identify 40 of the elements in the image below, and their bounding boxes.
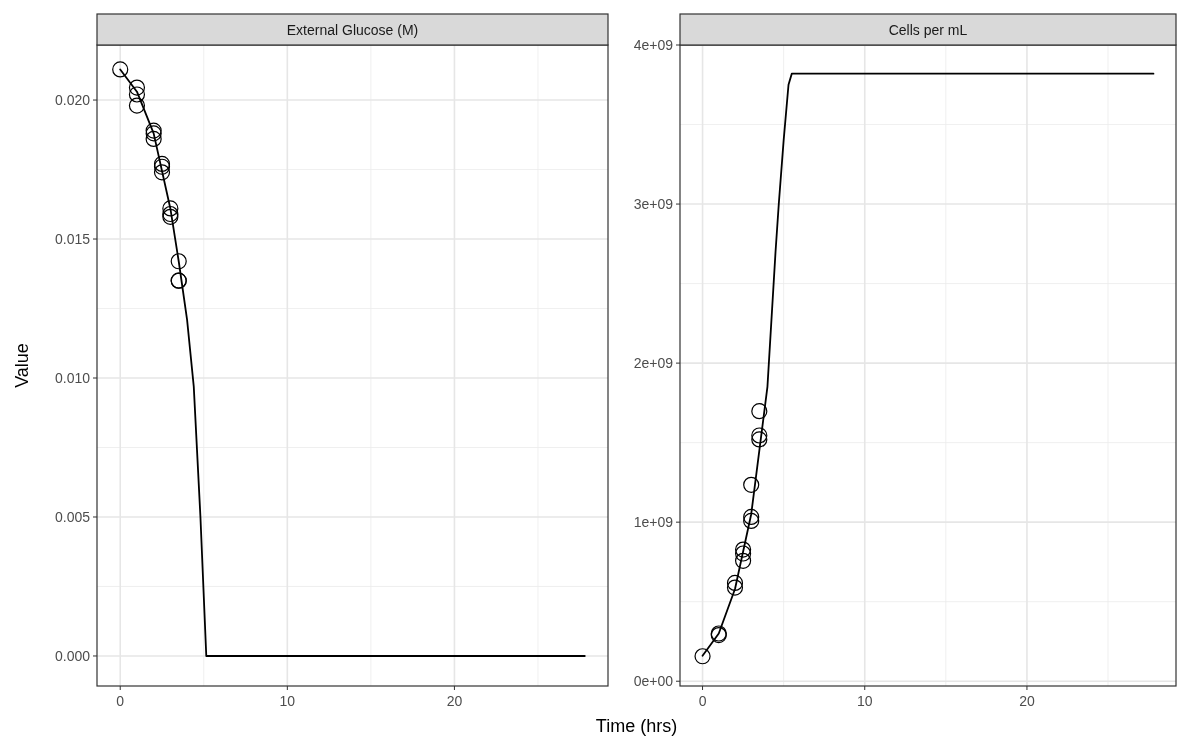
x-tick-label: 0 [698,693,707,709]
y-tick-label: 0.015 [54,231,91,248]
x-tick-label: 10 [856,693,873,709]
point [735,545,752,562]
chart-title: External Glucose (M) [286,21,419,38]
point [128,79,146,96]
point [751,431,768,448]
point [694,648,711,665]
point [726,574,744,592]
point [162,200,179,217]
point [153,164,171,181]
y-tick-label: 2e+09 [633,355,674,372]
y-tick-label: 0.000 [54,647,91,664]
x-tick-label: 0 [116,693,125,709]
point [751,427,768,444]
y-tick-label: 4e+09 [633,37,674,53]
point [751,403,768,420]
point [128,86,146,103]
x-axis-title: Time (hrs) [595,716,678,736]
x-tick-label: 20 [446,693,463,709]
y-tick-label: 0e+00 [633,673,674,690]
x-tick-label: 10 [279,693,296,709]
y-tick-label: 1e+09 [633,514,674,531]
point [170,253,187,270]
point [743,508,760,526]
point [112,61,129,78]
point [743,512,760,529]
point [735,541,752,558]
y-tick-label: 3e+09 [633,196,674,213]
chart-title: Cells per mL [888,21,968,38]
y-axis-title: Value [12,343,32,388]
point [735,552,752,569]
point [726,579,744,596]
y-tick-label: 0.010 [54,370,91,387]
y-tick-label: 0.020 [54,92,91,109]
point [145,130,162,148]
point [743,476,760,493]
point [128,97,146,114]
y-tick-label: 0.005 [54,508,91,525]
x-tick-label: 20 [1019,693,1035,709]
